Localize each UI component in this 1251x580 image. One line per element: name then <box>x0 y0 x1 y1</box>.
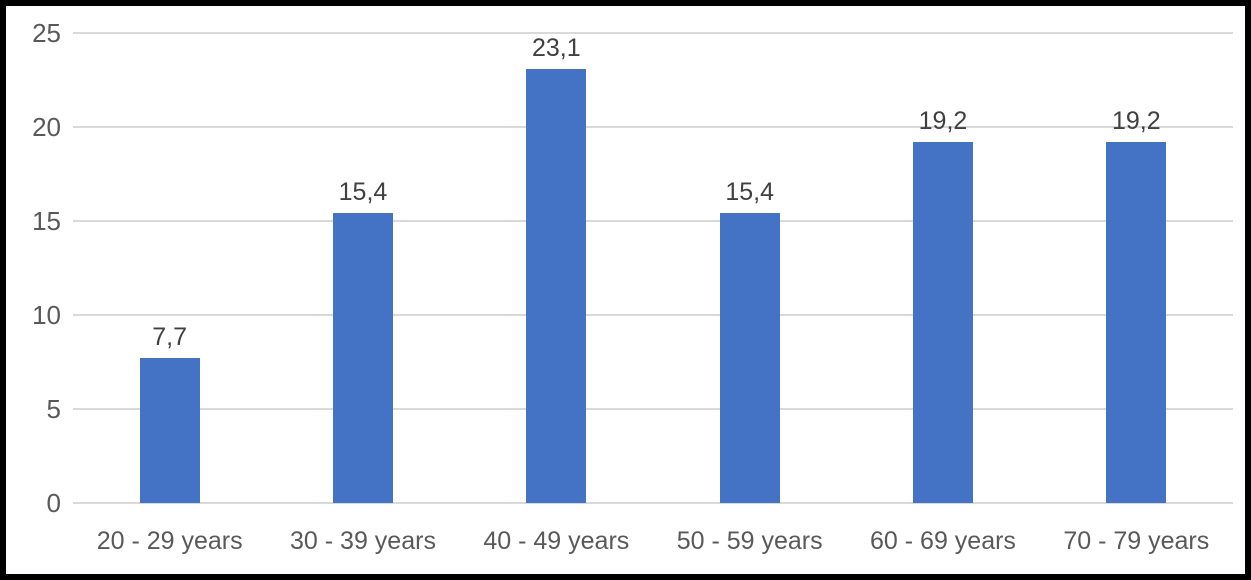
bar <box>139 358 200 503</box>
bar <box>526 68 587 503</box>
x-tick-label: 50 - 59 years <box>676 527 823 555</box>
y-tick-label: 10 <box>32 300 61 330</box>
x-tick-label: 20 - 29 years <box>96 527 243 555</box>
bar <box>913 142 973 503</box>
x-tick-label: 60 - 69 years <box>870 527 1016 555</box>
bar <box>333 213 393 503</box>
gridline <box>73 220 1233 222</box>
bar <box>719 213 780 503</box>
x-tick-label: 30 - 39 years <box>290 527 436 555</box>
gridline <box>73 126 1233 128</box>
x-tick-label: 40 - 49 years <box>483 527 630 555</box>
y-tick-label: 5 <box>46 394 61 424</box>
y-tick-label: 25 <box>32 18 61 48</box>
x-axis-labels: 20 - 29 years 30 - 39 years 40 - 49 years 5… <box>73 526 1233 556</box>
bar-value-label: 19,2 <box>1111 107 1161 136</box>
y-tick-label: 15 <box>32 206 61 236</box>
gridline <box>73 32 1233 34</box>
bar-value-label: 15,4 <box>725 178 774 207</box>
y-tick-label: 20 <box>32 112 61 142</box>
gridline <box>73 408 1233 410</box>
bar-value-label: 19,2 <box>918 107 968 136</box>
x-tick-label: 70 - 79 years <box>1063 527 1210 555</box>
gridline <box>73 314 1233 316</box>
x-axis-line <box>73 502 1233 504</box>
bar-value-label: 7,7 <box>152 323 188 352</box>
plot-area: 0 5 10 15 20 25 7,7 15,4 23,1 15,4 19,2 19,2 <box>32 20 1233 516</box>
bar-value-label: 15,4 <box>338 178 388 207</box>
bar <box>1106 142 1167 503</box>
bar-value-label: 23,1 <box>531 33 581 62</box>
y-tick-label: 0 <box>46 488 61 518</box>
